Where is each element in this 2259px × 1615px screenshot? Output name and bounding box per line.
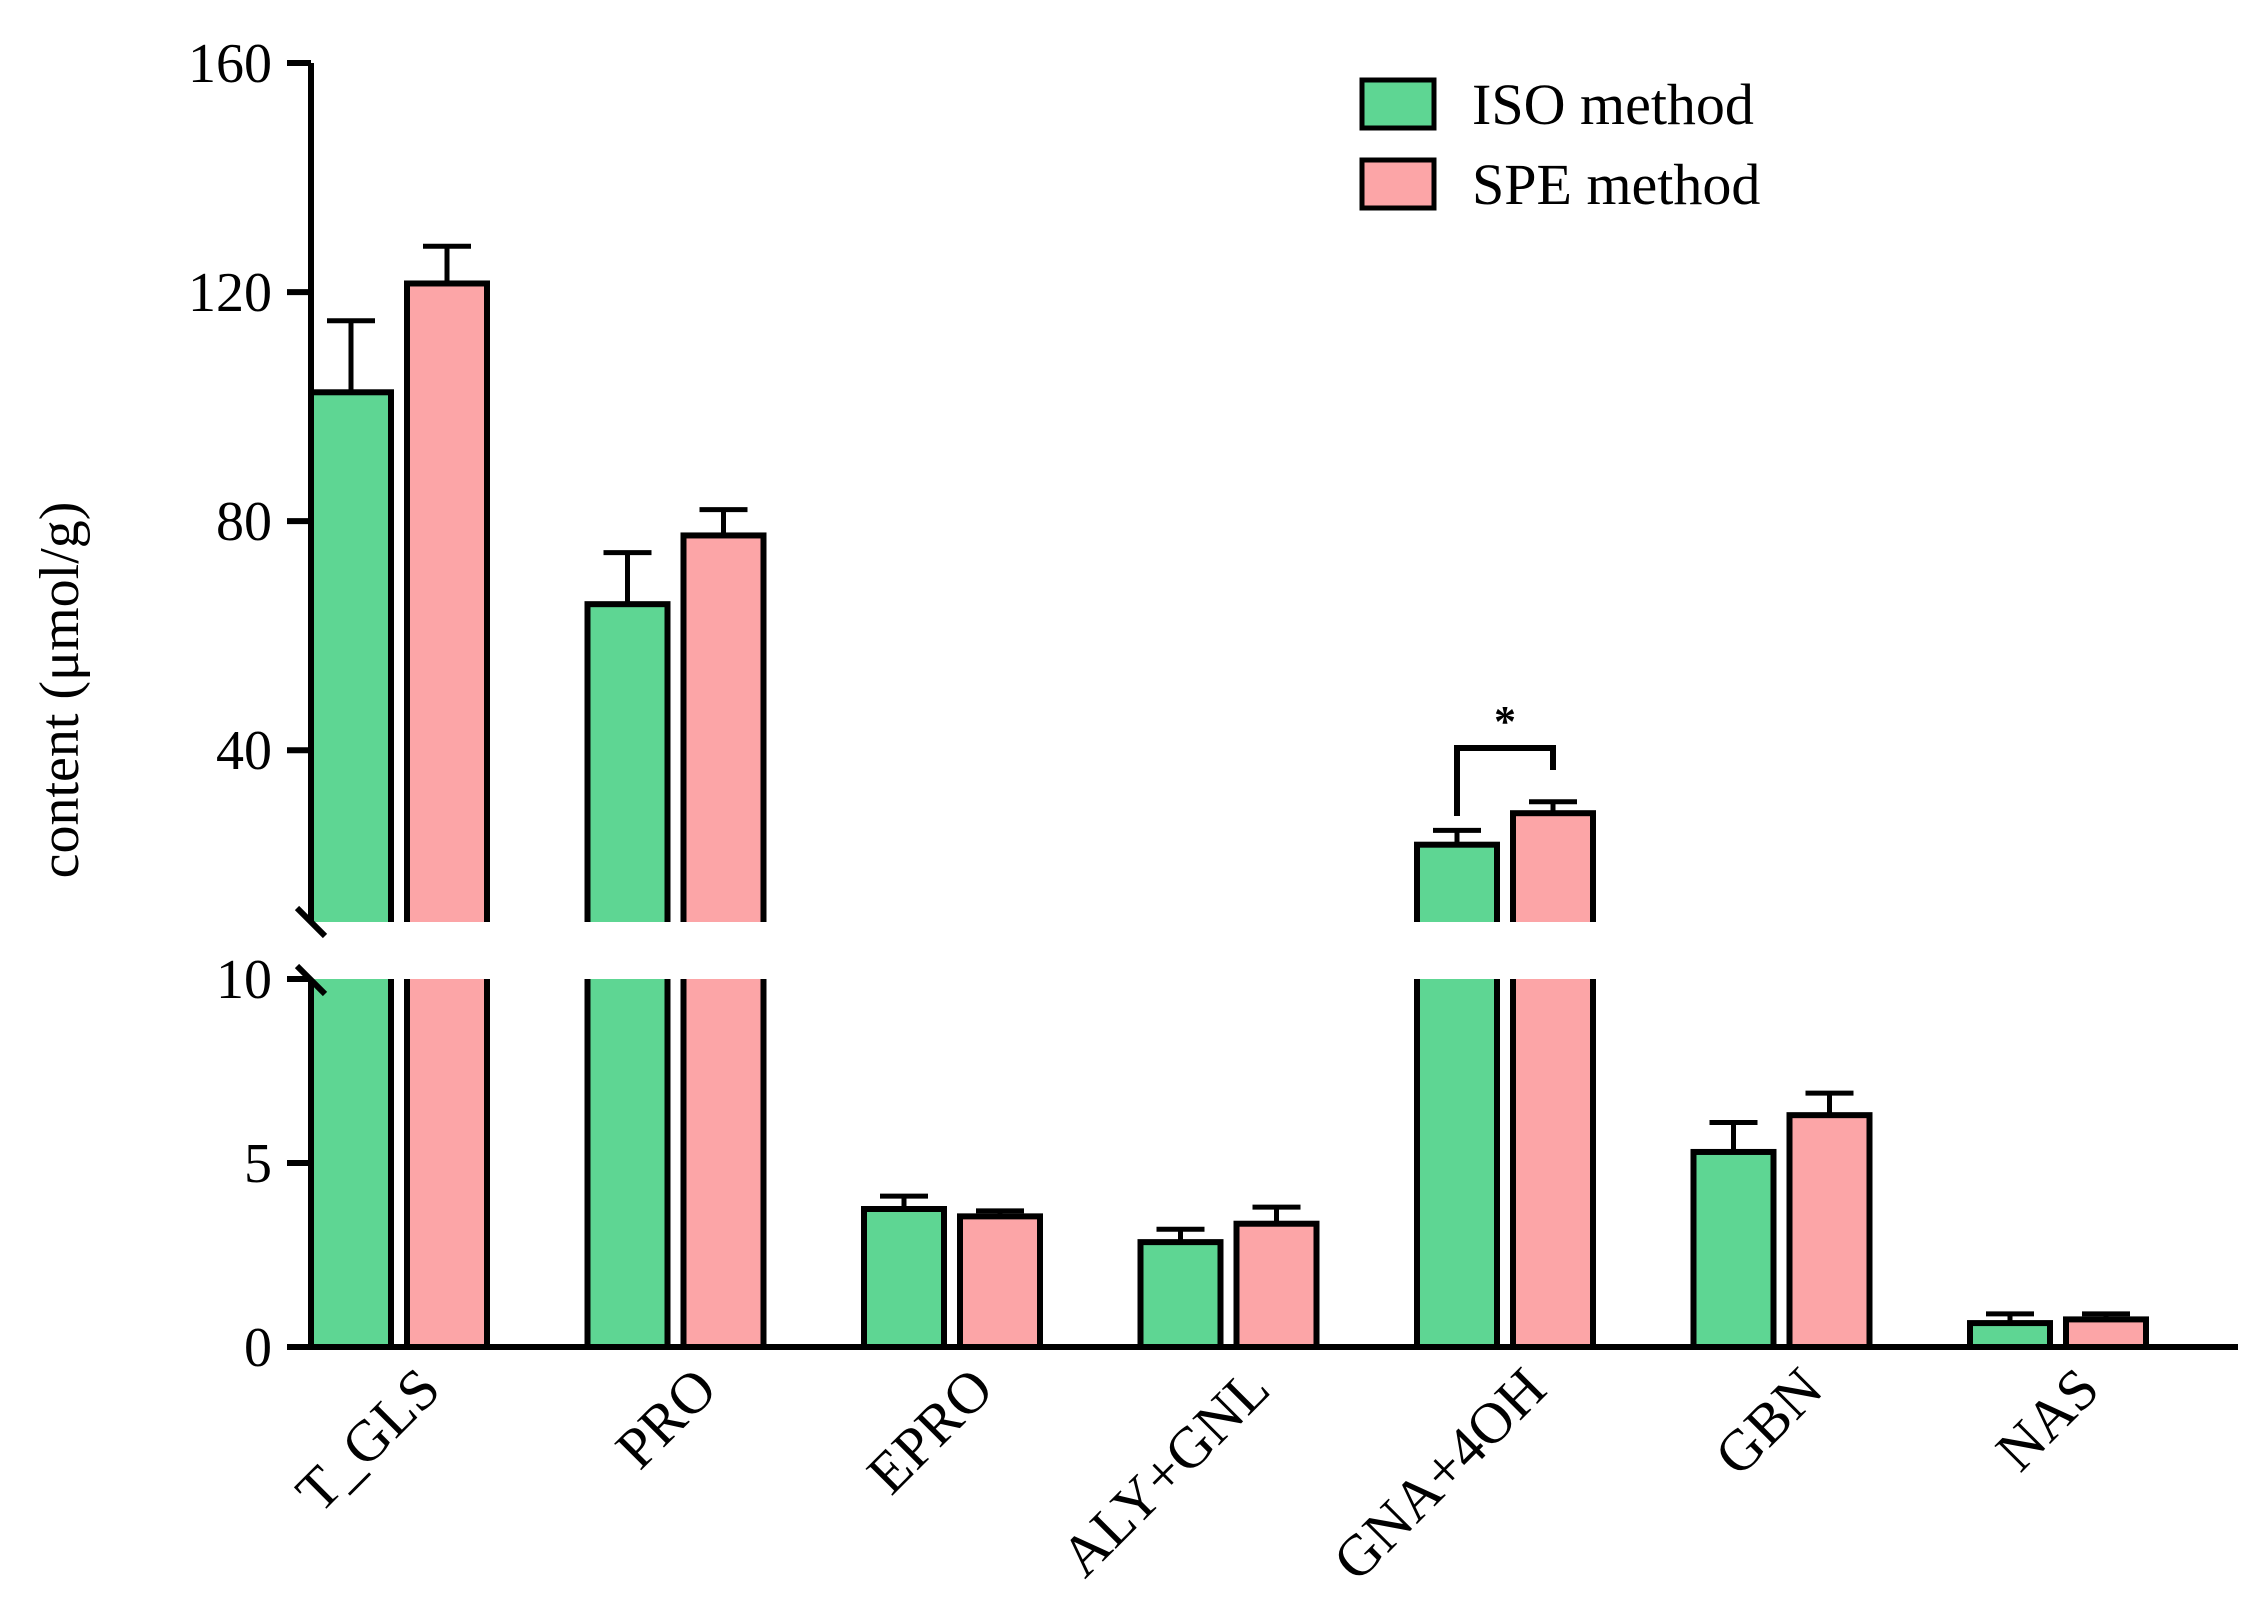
axis-break-gap-1 (401, 922, 493, 979)
bar-iso-2 (861, 1206, 947, 1350)
y-tick-label-160: 160 (188, 33, 272, 95)
x-label-5: GBN (1702, 1355, 1835, 1488)
bar-iso-6 (1967, 1320, 2053, 1350)
bar-iso-4 (1414, 841, 1500, 1350)
y-tick-label-120: 120 (188, 262, 272, 324)
x-axis-labels: T_GLS PRO EPRO ALY+GNL GNA+4OH GBN NAS (283, 1355, 2111, 1593)
x-label-3: ALY+GNL (1048, 1355, 1282, 1589)
bar-spe-2 (957, 1213, 1043, 1350)
axis-break-gap-4 (1411, 922, 1503, 979)
significance-annotation: * (1454, 697, 1556, 816)
y-tick-label-0: 0 (244, 1317, 272, 1379)
x-label-1: PRO (603, 1355, 729, 1481)
bar-iso-3 (1137, 1239, 1224, 1350)
axis-break-gap-2 (581, 922, 674, 979)
bar-spe-4 (1510, 810, 1596, 1350)
x-label-0: T_GLS (283, 1355, 452, 1524)
significance-bracket-0 (1454, 745, 1556, 816)
bar-spe-5 (1786, 1112, 1873, 1351)
significance-star-0: * (1494, 697, 1516, 746)
legend-swatch-spe (1359, 157, 1437, 211)
axis-break-gap-5 (1507, 922, 1599, 979)
y-tick-label-5: 5 (244, 1133, 272, 1195)
bar-iso-0 (308, 389, 394, 1350)
y-tick-label-10: 10 (216, 949, 272, 1011)
y-tick-label-80: 80 (216, 491, 272, 553)
bar-spe-3 (1233, 1220, 1320, 1350)
y-tick-label-40: 40 (216, 720, 272, 782)
y-axis-title: content (μmol/g) (29, 502, 91, 879)
legend-label-iso: ISO method (1472, 72, 1754, 137)
axis-break-gap-3 (677, 922, 770, 979)
bar-spe-0 (404, 280, 490, 1350)
y-axis: 0 5 10 40 80 120 160 (188, 33, 2238, 1379)
x-label-2: EPRO (854, 1355, 1005, 1506)
bars-layer (305, 243, 2149, 1351)
bar-spe-6 (2063, 1316, 2149, 1351)
y-axis-break-mark-upper (294, 905, 328, 939)
legend-swatch-iso (1359, 77, 1437, 131)
x-label-6: NAS (1983, 1355, 2111, 1483)
legend-label-spe: SPE method (1472, 152, 1760, 217)
legend: ISO method SPE method (1359, 72, 1760, 217)
bar-iso-5 (1690, 1148, 1777, 1350)
x-label-4: GNA+4OH (1321, 1355, 1559, 1593)
